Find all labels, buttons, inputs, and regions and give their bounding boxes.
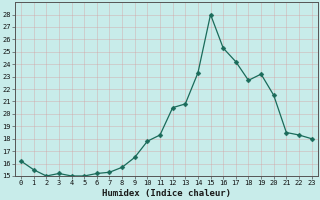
X-axis label: Humidex (Indice chaleur): Humidex (Indice chaleur) — [102, 189, 231, 198]
